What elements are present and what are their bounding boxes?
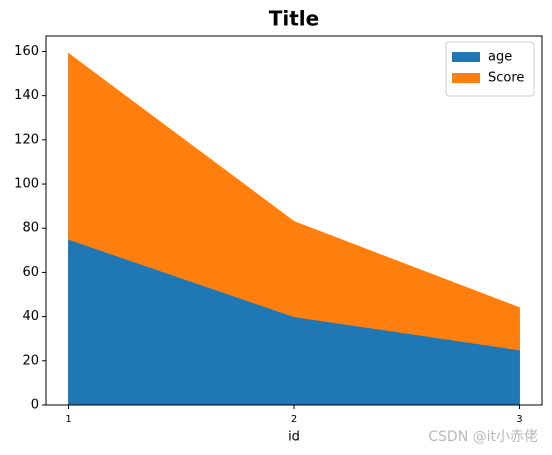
x-tick-label: 3 bbox=[516, 414, 522, 425]
area bbox=[68, 52, 520, 351]
legend-label: age bbox=[488, 50, 512, 65]
y-tick-label: 120 bbox=[14, 132, 39, 147]
y-tick-label: 40 bbox=[22, 309, 39, 324]
x-tick-label: 2 bbox=[291, 414, 297, 425]
y-tick-label: 0 bbox=[31, 398, 39, 413]
x-axis-label: id bbox=[288, 430, 300, 445]
watermark: CSDN @it小赤佬 bbox=[428, 429, 538, 445]
y-tick-label: 60 bbox=[22, 265, 39, 280]
chart-title: Title bbox=[269, 7, 319, 31]
legend-swatch bbox=[452, 52, 480, 62]
y-tick-label: 20 bbox=[22, 353, 39, 368]
x-tick-label: 1 bbox=[65, 414, 71, 425]
y-tick-label: 140 bbox=[14, 88, 39, 103]
legend-label: Score bbox=[488, 71, 524, 86]
y-tick-label: 100 bbox=[14, 177, 39, 192]
y-tick-label: 80 bbox=[22, 221, 39, 236]
legend-swatch bbox=[452, 73, 480, 83]
y-tick-label: 160 bbox=[14, 44, 39, 59]
